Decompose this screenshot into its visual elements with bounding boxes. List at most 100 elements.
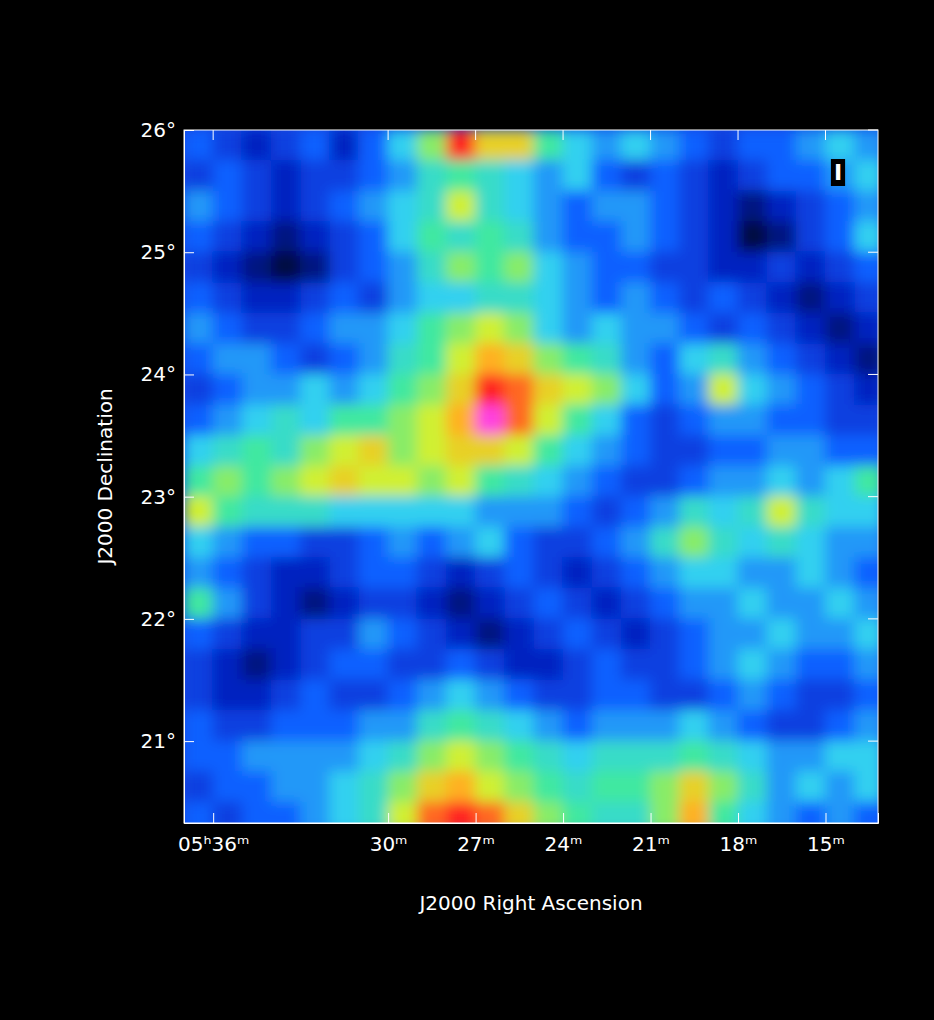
cell bbox=[738, 313, 768, 345]
cell bbox=[417, 588, 447, 620]
cell bbox=[679, 771, 709, 803]
cell bbox=[446, 374, 476, 406]
cell bbox=[533, 557, 563, 589]
cell bbox=[650, 618, 680, 650]
cell bbox=[825, 435, 855, 467]
cell bbox=[533, 496, 563, 528]
cell bbox=[417, 252, 447, 284]
cell bbox=[679, 710, 709, 742]
cell bbox=[621, 191, 651, 223]
cell bbox=[358, 618, 388, 650]
cell bbox=[738, 557, 768, 589]
x-tick-label: 30ᵐ bbox=[370, 832, 408, 856]
cell bbox=[271, 313, 301, 345]
cell bbox=[563, 405, 593, 437]
y-tick-label: 23° bbox=[141, 485, 176, 509]
cell bbox=[271, 618, 301, 650]
cell bbox=[329, 710, 359, 742]
cell bbox=[738, 710, 768, 742]
cell bbox=[417, 741, 447, 773]
cell bbox=[621, 221, 651, 253]
cell bbox=[738, 160, 768, 192]
cell bbox=[767, 405, 797, 437]
cell bbox=[446, 588, 476, 620]
cell bbox=[271, 710, 301, 742]
cell bbox=[242, 649, 272, 681]
cell bbox=[854, 741, 878, 773]
cell bbox=[708, 649, 738, 681]
cell bbox=[621, 405, 651, 437]
cell bbox=[679, 374, 709, 406]
cell bbox=[767, 221, 797, 253]
cell bbox=[388, 527, 418, 559]
cell bbox=[504, 130, 534, 161]
x-tick-mark-top bbox=[475, 130, 476, 140]
cell bbox=[358, 191, 388, 223]
cell bbox=[621, 618, 651, 650]
cell bbox=[825, 618, 855, 650]
cell bbox=[417, 466, 447, 498]
cell bbox=[475, 343, 505, 375]
cell bbox=[650, 527, 680, 559]
cell bbox=[650, 343, 680, 375]
cell bbox=[329, 313, 359, 345]
cell bbox=[650, 802, 680, 823]
cell bbox=[767, 802, 797, 823]
cell bbox=[533, 741, 563, 773]
cell bbox=[854, 527, 878, 559]
cell bbox=[825, 710, 855, 742]
y-tick-mark bbox=[184, 619, 194, 620]
cell bbox=[446, 618, 476, 650]
cell bbox=[767, 160, 797, 192]
cell bbox=[533, 160, 563, 192]
cell bbox=[242, 802, 272, 823]
cell bbox=[767, 496, 797, 528]
cell bbox=[271, 405, 301, 437]
cell bbox=[358, 313, 388, 345]
cell bbox=[446, 160, 476, 192]
cell bbox=[504, 680, 534, 712]
cell bbox=[533, 282, 563, 314]
cell bbox=[271, 466, 301, 498]
cell bbox=[854, 313, 878, 345]
cell bbox=[242, 374, 272, 406]
x-tick-mark bbox=[826, 813, 827, 823]
cell bbox=[358, 466, 388, 498]
x-tick-mark bbox=[213, 813, 214, 823]
cell bbox=[708, 588, 738, 620]
cell bbox=[213, 557, 243, 589]
cell bbox=[854, 130, 878, 161]
cell bbox=[825, 252, 855, 284]
cell bbox=[417, 557, 447, 589]
cell bbox=[796, 741, 826, 773]
cell bbox=[271, 771, 301, 803]
x-tick-mark-top bbox=[563, 130, 564, 140]
cell bbox=[242, 527, 272, 559]
cell bbox=[854, 771, 878, 803]
cell bbox=[388, 252, 418, 284]
cell bbox=[621, 649, 651, 681]
cell bbox=[650, 130, 680, 161]
cell bbox=[854, 649, 878, 681]
cell bbox=[184, 496, 214, 528]
cell bbox=[184, 221, 214, 253]
cell bbox=[621, 588, 651, 620]
cell bbox=[300, 618, 330, 650]
cell bbox=[213, 252, 243, 284]
cell bbox=[300, 130, 330, 161]
cell bbox=[679, 160, 709, 192]
cell bbox=[621, 374, 651, 406]
cell bbox=[796, 771, 826, 803]
cell bbox=[738, 527, 768, 559]
cell bbox=[708, 130, 738, 161]
cell bbox=[650, 282, 680, 314]
cell bbox=[271, 496, 301, 528]
cell bbox=[504, 710, 534, 742]
cell bbox=[796, 221, 826, 253]
cell bbox=[358, 252, 388, 284]
cell bbox=[825, 802, 855, 823]
cell bbox=[388, 588, 418, 620]
cell bbox=[388, 374, 418, 406]
cell bbox=[475, 466, 505, 498]
cell bbox=[563, 313, 593, 345]
